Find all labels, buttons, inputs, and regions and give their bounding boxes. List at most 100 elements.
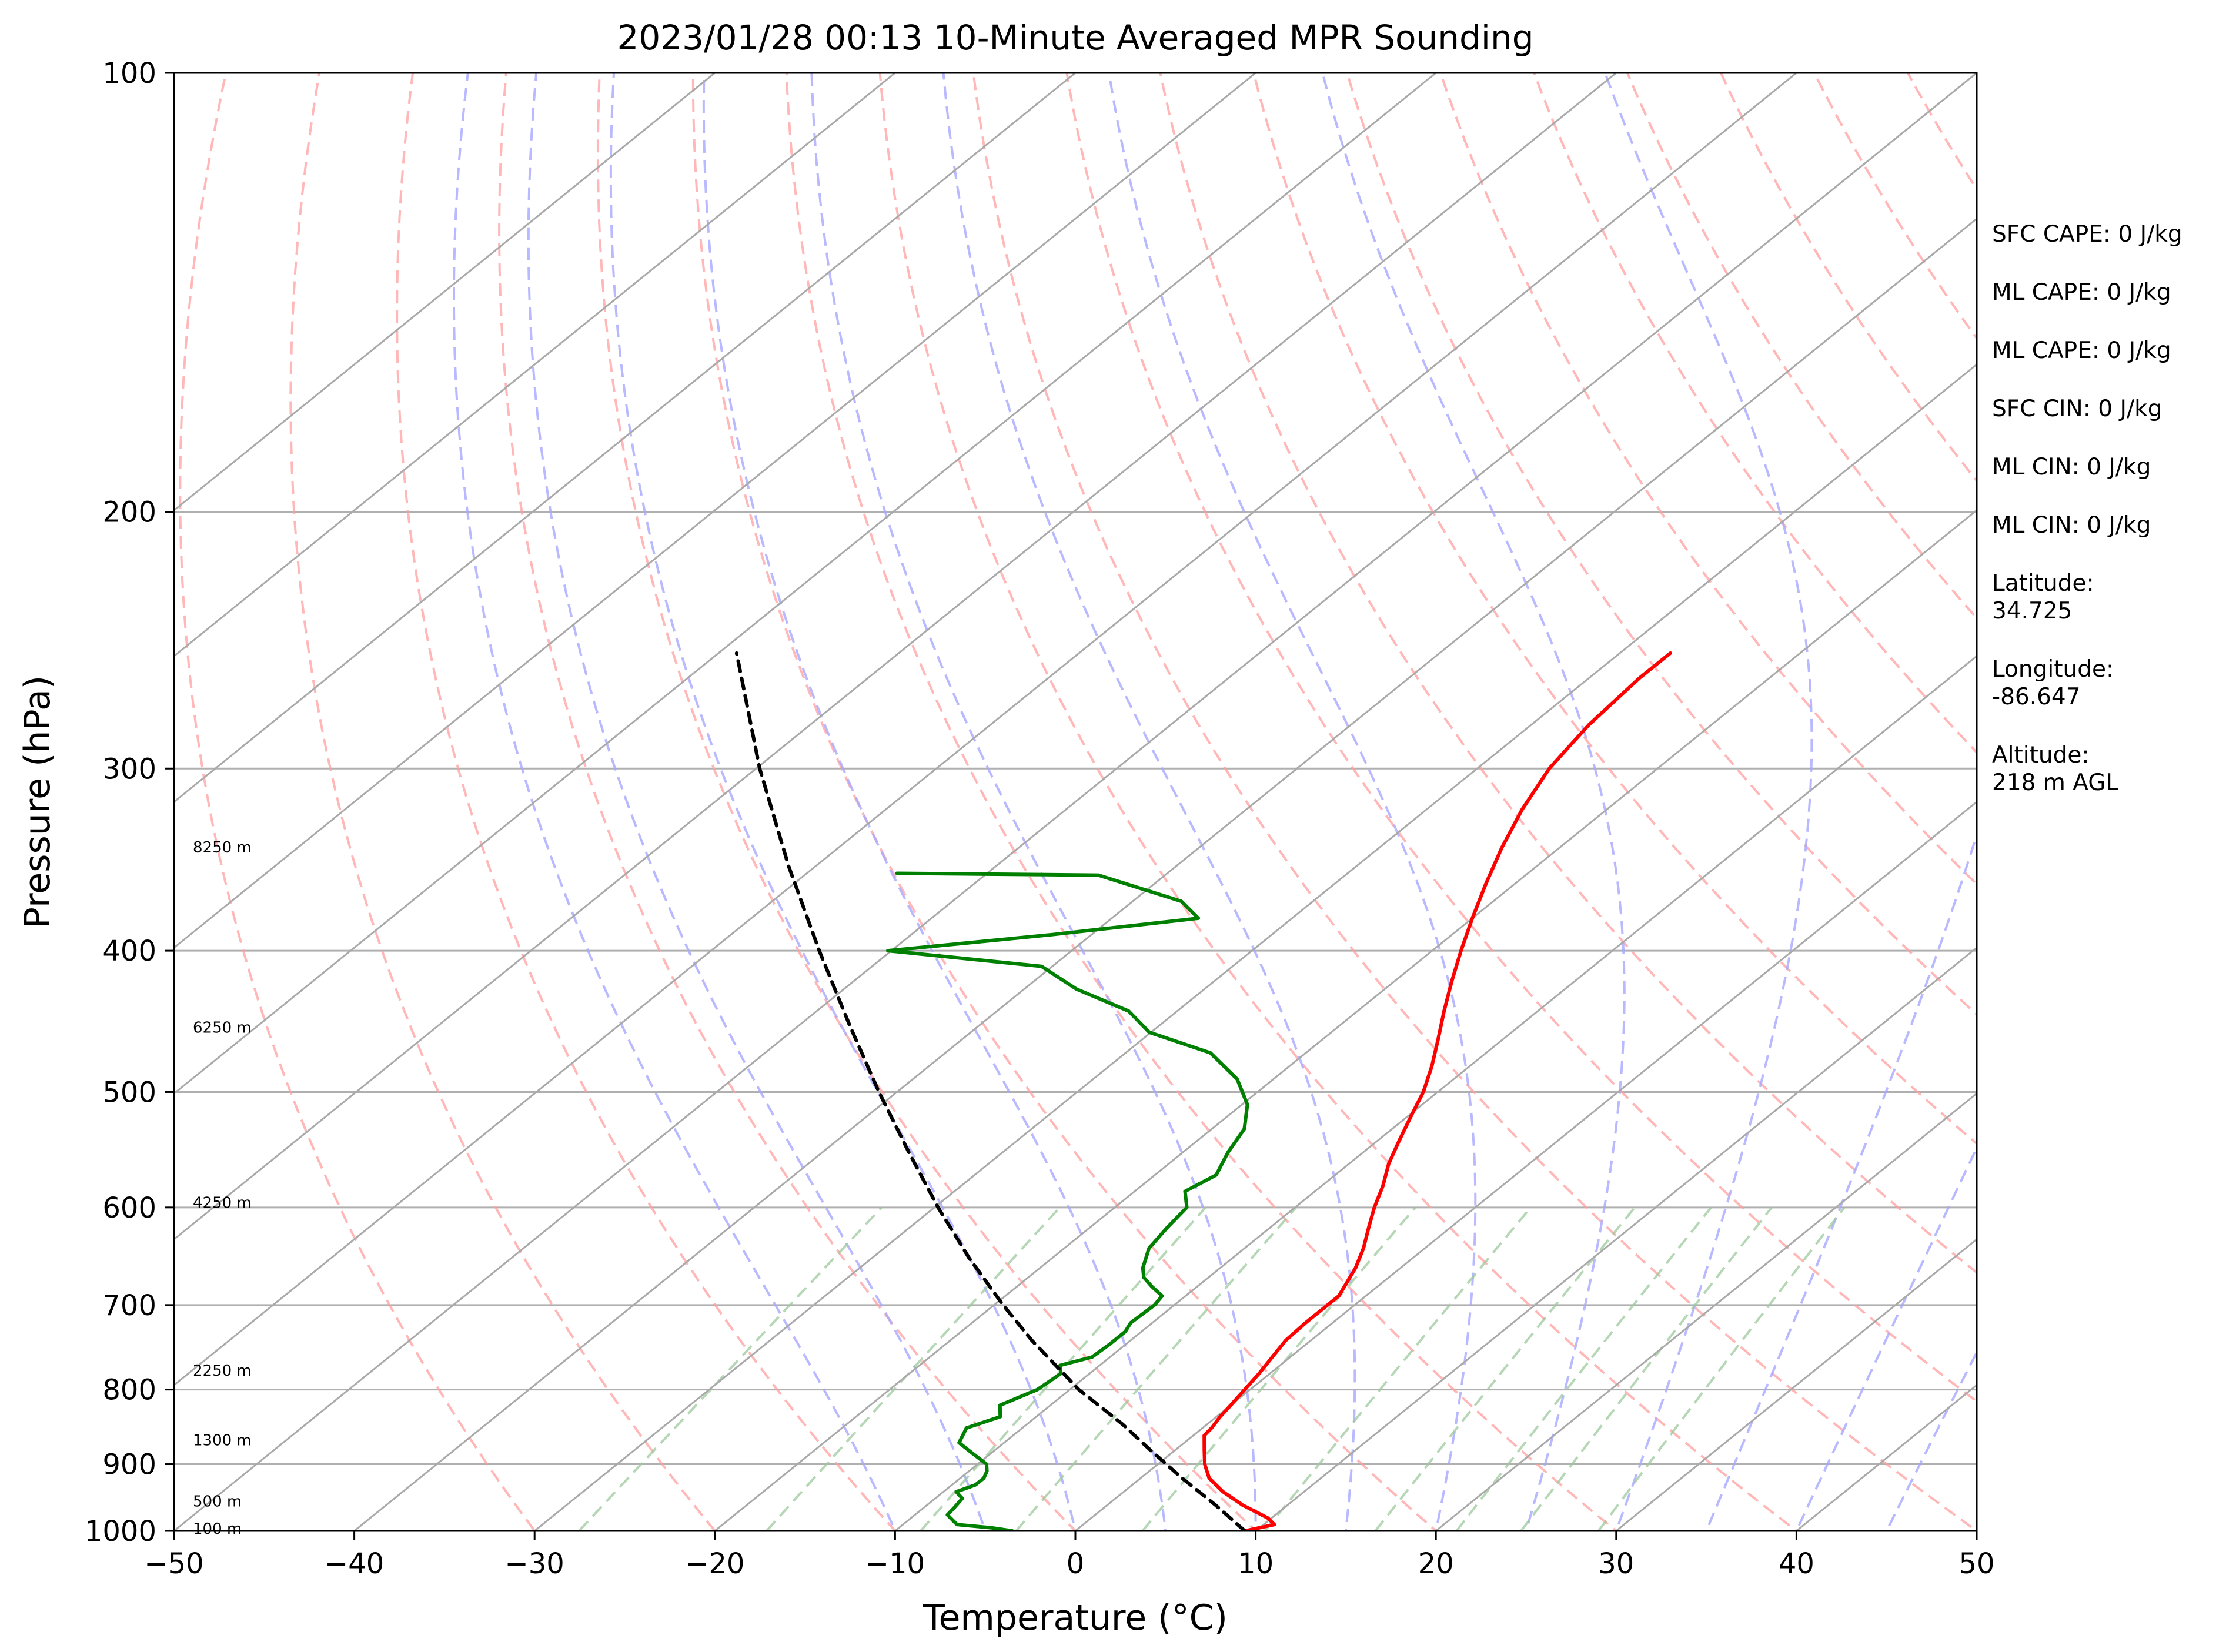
isotherm-line: [714, 509, 1977, 1531]
isotherm-line: [894, 655, 1977, 1531]
moist-adiabat: [609, 73, 1077, 1531]
y-tick-label: 400: [102, 935, 156, 968]
mixing-ratio-line: [1455, 1206, 1712, 1531]
moist-adiabat: [942, 73, 1356, 1531]
chart-title: 2023/01/28 00:13 10-Minute Averaged MPR …: [617, 18, 1533, 58]
isotherm-line: [1615, 1238, 1977, 1531]
isotherm-line: [534, 363, 1977, 1531]
mixing-ratio-line: [1520, 1206, 1773, 1531]
latitude-label: Latitude:: [1992, 570, 2094, 597]
x-tick-label: 20: [1418, 1547, 1454, 1580]
moist-adiabat: [810, 73, 1257, 1531]
ml-cape-text-2: ML CAPE: 0 J/kg: [1992, 337, 2171, 364]
x-tick-label: 40: [1779, 1547, 1814, 1580]
moist-adiabat: [527, 73, 987, 1531]
isotherm-line: [174, 73, 1076, 803]
latitude-value: 34.725: [1992, 598, 2073, 624]
height-label: 6250 m: [193, 1019, 252, 1037]
x-axis-label: Temperature (°C): [923, 1597, 1228, 1638]
dry-adiabat: [1159, 73, 1977, 1275]
mixing-ratio-line: [766, 1206, 1061, 1531]
dry-adiabat: [972, 73, 1977, 1531]
dry-adiabat: [785, 73, 1619, 1531]
ml-cape-text: ML CAPE: 0 J/kg: [1992, 279, 2171, 306]
dry-adiabat: [179, 73, 536, 1531]
dewpoint-trace: [886, 871, 1249, 1531]
isotherm-line: [353, 218, 1977, 1531]
y-tick-label: 500: [102, 1076, 156, 1109]
y-tick-label: 900: [102, 1449, 156, 1482]
altitude-label: Altitude:: [1992, 742, 2090, 768]
ml-cin-text-2: ML CIN: 0 J/kg: [1992, 512, 2151, 539]
height-label: 1300 m: [193, 1432, 252, 1449]
mixing-ratio-line: [1374, 1206, 1636, 1531]
x-tick-label: 10: [1238, 1547, 1274, 1580]
moist-adiabat: [1704, 73, 1977, 1531]
y-axis-label: Pressure (hPa): [17, 675, 58, 928]
x-tick-label: −20: [685, 1547, 744, 1580]
mixing-ratio-line: [1015, 1206, 1297, 1531]
y-tick-label: 100: [102, 57, 156, 90]
dry-adiabat: [1346, 73, 1977, 1016]
x-tick-label: −40: [325, 1547, 384, 1580]
moist-adiabat: [1604, 73, 1813, 1531]
y-tick-label: 800: [102, 1374, 156, 1407]
x-tick-label: −30: [505, 1547, 564, 1580]
isotherm-line: [174, 73, 1256, 949]
height-labels: 8250 m 6250 m 4250 m 2250 m 1300 m 500 m 100 m: [193, 839, 252, 1538]
moist-adiabat: [1885, 1350, 1977, 1531]
ml-cin-text: ML CIN: 0 J/kg: [1992, 454, 2151, 480]
y-tick-label: 600: [102, 1192, 156, 1225]
isotherm-line: [174, 73, 1977, 1531]
isotherm-line: [1075, 801, 1977, 1531]
y-tick-label: 700: [102, 1289, 156, 1322]
x-tick-label: 50: [1958, 1547, 1994, 1580]
dry-adiabat: [1065, 73, 1977, 1403]
height-label: 2250 m: [193, 1362, 252, 1380]
dry-adiabat: [289, 73, 717, 1531]
dry-adiabat: [498, 73, 1077, 1531]
x-tick-label: −50: [144, 1547, 203, 1580]
parcel-trace: [734, 651, 1247, 1531]
mixing-ratio-line: [1264, 1206, 1532, 1531]
moist-adiabat: [1321, 73, 1626, 1531]
moist-adiabat: [1108, 73, 1477, 1531]
isotherm-line: [174, 73, 1797, 1386]
mixing-ratio-line: [578, 1206, 883, 1531]
sfc-cin-text: SFC CIN: 0 J/kg: [1992, 396, 2163, 422]
dry-adiabat: [1813, 73, 1977, 340]
mixing-ratio-line: [1141, 1206, 1416, 1531]
dry-adiabat: [878, 73, 1799, 1531]
moist-adiabat: [453, 73, 897, 1531]
dry-adiabat: [1252, 73, 1977, 1145]
isotherm-line: [174, 73, 1617, 1240]
moist-adiabat: [702, 73, 1167, 1531]
mixing-ratio-line: [920, 1206, 1207, 1531]
y-tick-label: 200: [102, 496, 156, 529]
height-label: 8250 m: [193, 839, 252, 857]
isotherm-line: [174, 73, 716, 511]
temperature-trace: [1202, 651, 1672, 1531]
longitude-value: -86.647: [1992, 684, 2081, 710]
moist-adiabat: [1795, 1145, 1977, 1531]
x-tick-label: −10: [865, 1547, 925, 1580]
isotherm-line: [1435, 1092, 1977, 1531]
altitude-value: 218 m AGL: [1992, 770, 2119, 796]
y-tick-label: 1000: [85, 1515, 156, 1548]
longitude-label: Longitude:: [1992, 656, 2114, 683]
y-axis-ticks: 100 200 300 400 500 600 700 800 900 1000: [85, 57, 174, 1548]
sfc-cape-text: SFC CAPE: 0 J/kg: [1992, 221, 2182, 248]
height-label: 100 m: [193, 1520, 242, 1538]
mixing-ratio-line: [1597, 1206, 1846, 1531]
isotherm-line: [174, 73, 896, 657]
isotherm-line: [174, 73, 1437, 1095]
sounding-stats: SFC CAPE: 0 J/kg ML CAPE: 0 J/kg ML CAPE…: [1992, 220, 2221, 797]
x-tick-label: 0: [1067, 1547, 1085, 1580]
dry-adiabat: [396, 73, 897, 1531]
height-label: 500 m: [193, 1493, 242, 1510]
y-tick-label: 300: [102, 753, 156, 785]
height-label: 4250 m: [193, 1195, 252, 1212]
isotherm-line: [1255, 947, 1977, 1531]
sounding-traces: [734, 651, 1672, 1531]
